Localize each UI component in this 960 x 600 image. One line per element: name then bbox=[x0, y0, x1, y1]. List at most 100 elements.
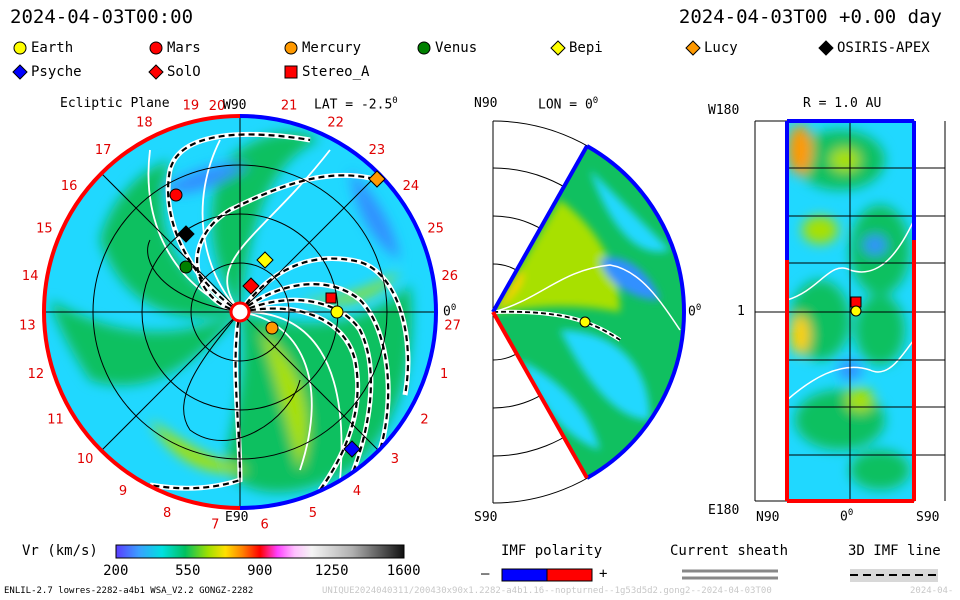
imf-minus-label: – bbox=[481, 566, 490, 582]
radial-0-label: 00 bbox=[840, 508, 854, 525]
diamond-icon bbox=[12, 64, 28, 80]
radial-e180-label: E180 bbox=[708, 503, 740, 518]
colorbar-tick: 550 bbox=[175, 563, 201, 579]
marker-lucy bbox=[368, 170, 386, 188]
hour-label-12: 12 bbox=[28, 367, 45, 382]
hour-label-19: 19 bbox=[183, 99, 200, 114]
radial-s90-label: S90 bbox=[916, 510, 940, 525]
meridional-plane bbox=[491, 120, 686, 504]
ecliptic-title: Ecliptic Plane bbox=[60, 96, 170, 111]
legend-label: SolO bbox=[167, 64, 201, 80]
radial-title: R = 1.0 AU bbox=[803, 96, 882, 111]
circle-icon bbox=[13, 41, 27, 55]
colorbar-tick: 1250 bbox=[314, 563, 349, 579]
legend-item-mercury: Mercury bbox=[283, 40, 361, 56]
radial-1-label: 1 bbox=[737, 304, 745, 319]
legend-item-psyche: Psyche bbox=[12, 64, 82, 80]
circle-icon bbox=[417, 41, 431, 55]
legend-label: Mercury bbox=[302, 40, 362, 56]
legend-item-lucy: Lucy bbox=[685, 40, 738, 56]
hour-label-5: 5 bbox=[309, 506, 317, 521]
current-sheath-swatch bbox=[682, 569, 778, 580]
hour-label-17: 17 bbox=[95, 143, 112, 158]
ecliptic-markers bbox=[169, 170, 386, 458]
meridional-0-label: 00 bbox=[688, 303, 702, 320]
square-icon bbox=[284, 65, 298, 79]
hour-label-22: 22 bbox=[327, 116, 344, 131]
diamond-icon bbox=[148, 64, 164, 80]
legend-label: Lucy bbox=[704, 40, 738, 56]
legend-item-stereo-a: Stereo_A bbox=[283, 64, 369, 80]
legend-label: Venus bbox=[435, 40, 478, 56]
legend-label: Earth bbox=[31, 40, 74, 56]
diamond-icon bbox=[818, 40, 834, 56]
colorbar-tick: 200 bbox=[103, 563, 129, 579]
hour-label-3: 3 bbox=[391, 452, 399, 467]
legend-label: Stereo_A bbox=[302, 64, 370, 80]
marker-solo bbox=[242, 277, 260, 295]
marker-mars bbox=[169, 188, 183, 202]
hour-label-24: 24 bbox=[403, 179, 420, 194]
legend-label: Mars bbox=[167, 40, 201, 56]
hour-label-4: 4 bbox=[353, 484, 361, 499]
marker-venus bbox=[179, 260, 193, 274]
marker-bepi bbox=[256, 251, 274, 269]
diamond-icon bbox=[550, 40, 566, 56]
legend-item-earth: Earth bbox=[12, 40, 73, 56]
hour-label-2: 2 bbox=[420, 413, 428, 428]
footer-date: 2024-04- bbox=[910, 586, 954, 596]
hour-label-10: 10 bbox=[77, 452, 94, 467]
footer-run-id: UNIQUE2024040311/200430x90x1.2282-a4b1.1… bbox=[322, 586, 772, 596]
hour-label-16: 16 bbox=[61, 179, 78, 194]
current-sheath-label: Current sheath bbox=[670, 543, 789, 559]
colorbar-tick: 900 bbox=[247, 563, 273, 579]
hour-label-9: 9 bbox=[119, 484, 127, 499]
legend-item-mars: Mars bbox=[148, 40, 201, 56]
radial-n90-label: N90 bbox=[756, 510, 780, 525]
marker-earth bbox=[330, 305, 344, 319]
forecast-time: 2024-04-03T00 +0.00 day bbox=[678, 6, 942, 28]
hour-label-20: 20 bbox=[209, 99, 226, 114]
hour-label-1: 1 bbox=[440, 367, 448, 382]
imf-negative-swatch bbox=[501, 568, 548, 582]
legend-item-osiris-apex: OSIRIS-APEX bbox=[818, 40, 930, 56]
marker-mercury bbox=[265, 321, 279, 335]
velocity-colorbar bbox=[115, 544, 405, 559]
legend-label: Psyche bbox=[31, 64, 82, 80]
ecliptic-e90-label: E90 bbox=[225, 510, 249, 525]
hour-label-15: 15 bbox=[36, 222, 53, 237]
circle-icon bbox=[149, 41, 163, 55]
hour-label-26: 26 bbox=[442, 269, 459, 284]
model-time: 2024-04-03T00:00 bbox=[10, 6, 194, 28]
radial-map bbox=[754, 119, 946, 503]
ecliptic-0-label: 00 bbox=[443, 303, 457, 320]
hour-label-8: 8 bbox=[163, 506, 171, 521]
hour-label-11: 11 bbox=[47, 413, 64, 428]
imf-polarity-label: IMF polarity bbox=[501, 543, 603, 559]
hour-label-14: 14 bbox=[22, 269, 39, 284]
circle-icon bbox=[284, 41, 298, 55]
ecliptic-lat-label: LAT = -2.50 bbox=[314, 96, 398, 113]
ecliptic-plane bbox=[42, 114, 438, 510]
hour-label-23: 23 bbox=[369, 143, 386, 158]
hour-label-13: 13 bbox=[19, 318, 36, 333]
footer-model: ENLIL-2.7 lowres-2282-a4b1 WSA_V2.2 GONG… bbox=[4, 586, 254, 596]
imf-positive-swatch bbox=[546, 568, 593, 582]
legend-item-venus: Venus bbox=[416, 40, 477, 56]
legend-item-bepi: Bepi bbox=[550, 40, 603, 56]
meridional-lon-label: LON = 00 bbox=[538, 96, 599, 113]
marker-stereo-a bbox=[325, 292, 337, 304]
hour-label-25: 25 bbox=[427, 222, 444, 237]
legend-label: OSIRIS-APEX bbox=[837, 40, 930, 56]
marker-osiris-apex bbox=[177, 225, 195, 243]
meridional-n90-label: N90 bbox=[474, 96, 498, 111]
ecliptic-w90-label: W90 bbox=[223, 98, 247, 113]
hour-label-21: 21 bbox=[281, 99, 298, 114]
imf-plus-label: + bbox=[599, 566, 608, 582]
colorbar-label: Vr (km/s) bbox=[22, 543, 98, 559]
hour-label-27: 27 bbox=[444, 318, 461, 333]
radial-w180-label: W180 bbox=[708, 103, 740, 118]
hour-label-7: 7 bbox=[211, 518, 219, 533]
imf-line-label: 3D IMF line bbox=[848, 543, 941, 559]
